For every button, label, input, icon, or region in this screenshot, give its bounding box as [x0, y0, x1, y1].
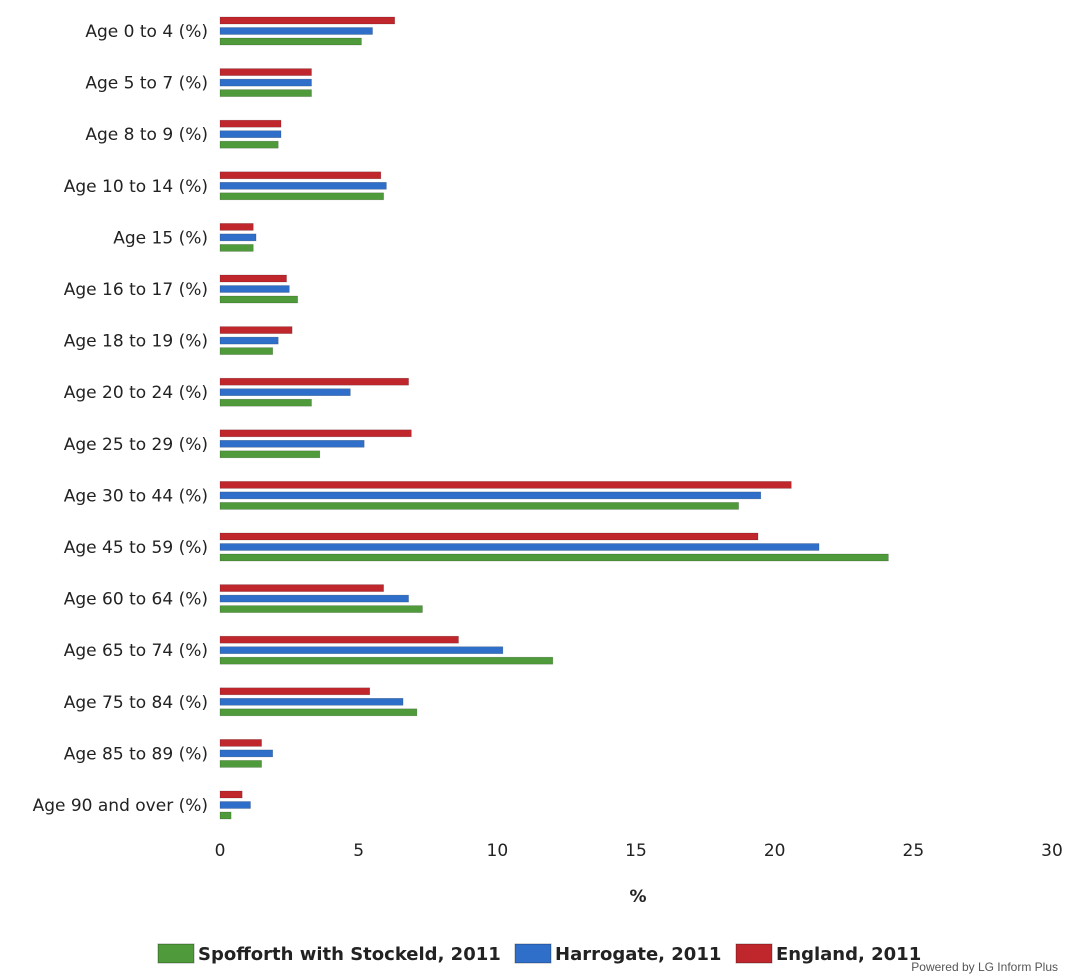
bar [219, 429, 412, 438]
bar [219, 78, 312, 87]
legend-label: England, 2011 [776, 944, 921, 965]
x-tick-label: 0 [215, 841, 226, 861]
category-label: Age 75 to 84 (%) [64, 693, 208, 713]
credit-text: Powered by LG Inform Plus [911, 960, 1058, 974]
bar [219, 605, 423, 613]
bar [219, 192, 384, 201]
bar [219, 223, 254, 231]
bar [219, 140, 279, 149]
category-label: Age 45 to 59 (%) [64, 538, 208, 558]
bar [219, 171, 382, 180]
bar [219, 790, 243, 799]
bar [219, 739, 262, 747]
bar [219, 481, 792, 489]
bar [219, 450, 321, 459]
bar [219, 398, 312, 407]
legend-swatch [514, 943, 552, 964]
bar [219, 347, 273, 355]
x-tick-label: 25 [903, 841, 925, 861]
x-axis-title: % [629, 887, 646, 907]
bar [219, 811, 232, 820]
category-label: Age 85 to 89 (%) [64, 744, 208, 764]
bar [219, 532, 759, 541]
bar [219, 16, 396, 25]
bar [219, 749, 273, 758]
bar [219, 594, 409, 603]
x-tick-label: 20 [764, 841, 786, 861]
legend-label: Harrogate, 2011 [555, 944, 721, 965]
bar [219, 336, 279, 345]
bar [219, 760, 262, 768]
x-tick-label: 5 [353, 841, 364, 861]
bar [219, 439, 365, 448]
bar [219, 502, 739, 510]
bar [219, 274, 287, 283]
bar [219, 377, 409, 386]
bar [219, 697, 404, 706]
category-label: Age 5 to 7 (%) [85, 74, 208, 94]
bar [219, 388, 351, 397]
bar [219, 646, 504, 655]
category-label: Age 65 to 74 (%) [64, 641, 208, 661]
bar [219, 130, 282, 138]
category-label: Age 8 to 9 (%) [85, 125, 208, 145]
x-tick-label: 15 [625, 841, 647, 861]
bar [219, 295, 298, 304]
bar [219, 543, 820, 551]
bar [219, 635, 459, 644]
bar [219, 244, 254, 252]
category-label: Age 90 and over (%) [33, 796, 208, 816]
bar [219, 182, 387, 190]
bar [219, 708, 418, 717]
legend: Spofforth with Stockeld, 2011 Harrogate, … [157, 943, 921, 965]
bar [219, 491, 762, 500]
category-labels: Age 0 to 4 (%) Age 5 to 7 (%) Age 8 to 9 (… [33, 22, 208, 816]
category-label: Age 0 to 4 (%) [85, 22, 208, 42]
x-tick-label: 30 [1041, 841, 1063, 861]
category-label: Age 15 (%) [113, 228, 208, 248]
legend-swatch [735, 943, 773, 964]
bar [219, 68, 312, 76]
legend-swatch [157, 943, 195, 964]
legend-label: Spofforth with Stockeld, 2011 [198, 944, 501, 965]
bar [219, 687, 371, 696]
category-label: Age 60 to 64 (%) [64, 590, 208, 610]
category-label: Age 20 to 24 (%) [64, 383, 208, 403]
bar [219, 285, 290, 293]
bar [219, 233, 257, 242]
bar [219, 584, 384, 592]
bar [219, 656, 554, 665]
category-label: Age 25 to 29 (%) [64, 435, 208, 455]
bar [219, 119, 282, 128]
bar [219, 801, 251, 809]
category-label: Age 10 to 14 (%) [64, 177, 208, 197]
category-label: Age 18 to 19 (%) [64, 332, 208, 352]
bar [219, 89, 312, 97]
bar [219, 37, 362, 46]
bar [219, 326, 293, 334]
bar [219, 553, 889, 562]
bars-group [219, 16, 889, 820]
category-label: Age 30 to 44 (%) [64, 486, 208, 506]
category-label: Age 16 to 17 (%) [64, 280, 208, 300]
bar [219, 27, 373, 35]
x-tick-label: 10 [487, 841, 509, 861]
x-axis-ticks: 0 5 10 15 20 25 30 [215, 841, 1063, 861]
